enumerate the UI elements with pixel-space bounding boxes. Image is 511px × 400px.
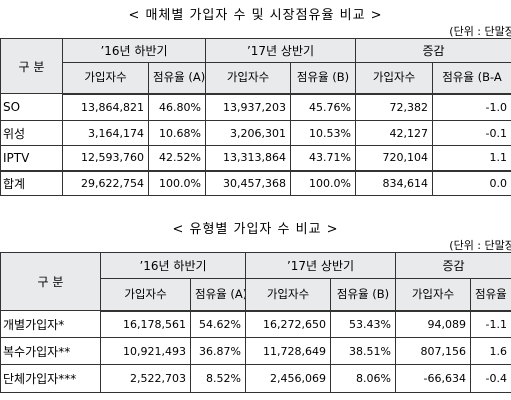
cell: 30,457,368	[205, 169, 291, 196]
cell: 45.76%	[290, 93, 356, 121]
row-label: 위성	[0, 120, 63, 146]
row-label: SO	[0, 93, 63, 121]
header-cell: 구 분	[0, 38, 63, 94]
cell: 42.52%	[148, 145, 206, 171]
cell: 10.68%	[148, 120, 206, 146]
data-table: 구 분 ’16년 하반기 ’17년 상반기 증감 가입자수 점유율 (A) 가입자수 점유율 …	[0, 38, 511, 196]
cell: 10.53%	[290, 120, 356, 146]
subheader-cell: 가입자수	[100, 278, 191, 312]
data-row: 합계 29,622,754 100.0% 30,457,368 100.0% 834,61…	[0, 169, 511, 196]
cell: 807,156	[395, 337, 471, 365]
unit-note: (단위 : 단말장치	[449, 25, 511, 38]
row-label: 복수가입자**	[0, 337, 101, 365]
cell: 0.0	[432, 169, 511, 196]
cell: 12,593,760	[62, 145, 149, 171]
cell: 1.1	[432, 145, 511, 171]
header-cell: ’16년 하반기	[62, 38, 206, 63]
row-label: 합계	[0, 169, 63, 196]
cell: 1.6	[470, 337, 511, 365]
subheader-cell: 가입자수	[355, 62, 433, 95]
subheader-cell: 점유율 (A)	[148, 62, 206, 95]
cell: -0.1	[432, 120, 511, 146]
row-label: 단체가입자***	[0, 364, 101, 393]
header-cell: ’17년 상반기	[245, 252, 396, 279]
header-cell: 증감	[395, 252, 511, 279]
subheader-cell: 점유율 (B-A	[432, 62, 511, 95]
cell: 100.0%	[148, 169, 206, 196]
cell: 8.52%	[190, 364, 246, 393]
cell: 54.62%	[190, 310, 246, 338]
cell: 38.51%	[330, 337, 396, 365]
header-row: 구 분 ’16년 하반기 ’17년 상반기 증감	[0, 38, 511, 94]
subheader-cell: 가입자수	[62, 62, 149, 95]
unit-note: (단위 : 단말장치	[449, 239, 511, 252]
header-cell: ’16년 하반기	[100, 252, 246, 279]
cell: 13,937,203	[205, 93, 291, 121]
subheader-cell: 점유율 (A)	[190, 278, 246, 312]
header-row: 구 분 ’16년 하반기 ’17년 상반기 증감	[0, 252, 511, 311]
header-cell: 증감	[355, 38, 511, 63]
subheader-cell: 가입자수	[395, 278, 471, 312]
cell: 43.71%	[290, 145, 356, 171]
data-row: SO 13,864,821 46.80% 13,937,203 45.76% 72,382…	[0, 93, 511, 121]
cell: 16,178,561	[100, 310, 191, 338]
row-label: IPTV	[0, 145, 63, 171]
row-label: 개별가입자*	[0, 310, 101, 338]
cell: 13,313,864	[205, 145, 291, 171]
subheader-cell: 가입자수	[245, 278, 331, 312]
cell: 46.80%	[148, 93, 206, 121]
data-row: 개별가입자* 16,178,561 54.62% 16,272,650 53.43% 94…	[0, 310, 511, 338]
cell: 36.87%	[190, 337, 246, 365]
data-row: 복수가입자** 10,921,493 36.87% 11,728,649 38.51% 8…	[0, 337, 511, 365]
cell: 13,864,821	[62, 93, 149, 121]
subheader-cell: 점유율 (B)	[330, 278, 396, 312]
subheader-cell: 점유율 (B)	[290, 62, 356, 95]
data-row: 위성 3,164,174 10.68% 3,206,301 10.53% 42,127 -0…	[0, 120, 511, 146]
cell: 834,614	[355, 169, 433, 196]
data-table: 구 분 ’16년 하반기 ’17년 상반기 증감 가입자수 점유율 (A) 가입자수 점유율 …	[0, 252, 511, 393]
data-row: IPTV 12,593,760 42.52% 13,313,864 43.71% 720,…	[0, 145, 511, 171]
cell: 3,206,301	[205, 120, 291, 146]
cell: 8.06%	[330, 364, 396, 393]
cell: 100.0%	[290, 169, 356, 196]
cell: 2,522,703	[100, 364, 191, 393]
subheader-cell: 가입자수	[205, 62, 291, 95]
cell: 42,127	[355, 120, 433, 146]
cell: 720,104	[355, 145, 433, 171]
cell: 2,456,069	[245, 364, 331, 393]
cell: 94,089	[395, 310, 471, 338]
cell: 72,382	[355, 93, 433, 121]
table-title: < 유형별 가입자 수 비교 >	[172, 222, 339, 237]
cell: 10,921,493	[100, 337, 191, 365]
cell: 16,272,650	[245, 310, 331, 338]
cell: 11,728,649	[245, 337, 331, 365]
header-cell: 구 분	[0, 252, 101, 311]
table-title: < 매체별 가입자 수 및 시장점유율 비교 >	[128, 8, 383, 23]
subheader-cell: 점유율 (B-A	[470, 278, 511, 312]
cell: -1.0	[432, 93, 511, 121]
cell: 29,622,754	[62, 169, 149, 196]
header-cell: ’17년 상반기	[205, 38, 356, 63]
cell: 3,164,174	[62, 120, 149, 146]
cell: -0.4	[470, 364, 511, 393]
data-row: 단체가입자*** 2,522,703 8.52% 2,456,069 8.06% -66,…	[0, 364, 511, 393]
cell: -66,634	[395, 364, 471, 393]
cell: -1.1	[470, 310, 511, 338]
cell: 53.43%	[330, 310, 396, 338]
